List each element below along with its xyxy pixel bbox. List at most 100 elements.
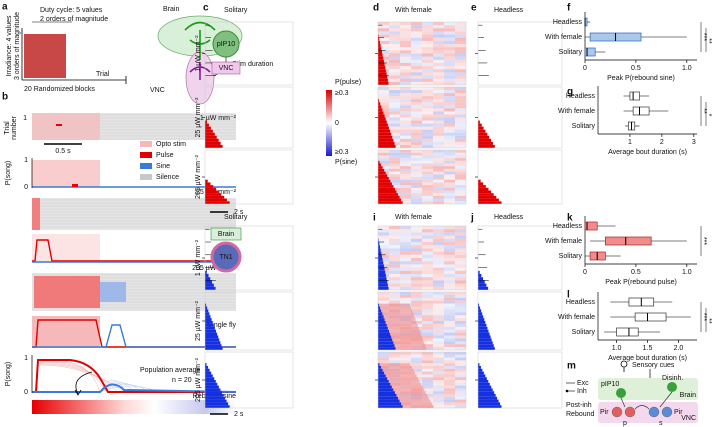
heat-cell — [411, 141, 422, 145]
heat-cell — [422, 229, 433, 233]
heat-cell — [455, 248, 466, 252]
heat-cell — [411, 312, 422, 316]
heat-cell — [400, 354, 411, 358]
heat-cell — [433, 108, 444, 112]
heat-row — [401, 402, 432, 406]
heat-row — [378, 261, 384, 265]
heat-cell — [411, 270, 422, 274]
heat-cell — [400, 261, 411, 265]
heat-cell — [378, 297, 389, 301]
heat-cell — [444, 75, 455, 79]
heat-cell — [433, 292, 444, 295]
heat-cell — [455, 321, 466, 324]
heat-cell — [455, 152, 466, 156]
heat-cell — [444, 190, 455, 194]
heat-row — [378, 374, 386, 378]
heat-cell — [433, 332, 444, 336]
heat-cell — [411, 53, 422, 57]
heat-cell — [411, 44, 422, 48]
heat-cell — [444, 312, 455, 316]
heat-cell — [455, 141, 466, 145]
heat-cell — [400, 126, 411, 130]
heat-cell — [444, 303, 455, 307]
heat-cell — [411, 22, 422, 26]
heat-cell — [411, 267, 422, 271]
heat-row — [380, 306, 411, 310]
heat-cell — [433, 72, 444, 76]
heat-cell — [389, 352, 400, 355]
heat-cell — [433, 99, 444, 103]
heat-row — [478, 323, 487, 327]
heat-cell — [422, 96, 433, 100]
significance: *** — [700, 33, 707, 41]
heat-row — [478, 396, 498, 400]
heat-cell — [389, 235, 400, 239]
heat-cell — [444, 321, 455, 324]
heat-cell — [433, 229, 444, 233]
heat-cell — [444, 363, 455, 366]
heat-cell — [411, 254, 422, 258]
heat-cell — [400, 44, 411, 48]
panel-letter: c — [203, 3, 209, 14]
heat-cell — [411, 111, 422, 115]
category-label: Headless — [553, 223, 583, 230]
heat-cell — [444, 28, 455, 32]
heat-cell — [422, 193, 433, 196]
label: Inh — [577, 388, 587, 395]
heat-cell — [444, 251, 455, 255]
heat-cell — [444, 198, 455, 202]
heat-cell — [422, 34, 433, 38]
heat-cell — [411, 193, 422, 196]
heat-row — [205, 344, 222, 348]
heat-cell — [455, 53, 466, 57]
heat-cell — [422, 81, 433, 85]
heat-cell — [444, 56, 455, 60]
heat-cell — [389, 129, 400, 133]
heat-cell — [455, 66, 466, 70]
heat-cell — [433, 22, 444, 26]
heat-row — [478, 399, 499, 403]
heat-cell — [389, 185, 400, 188]
heat-cell — [411, 78, 422, 82]
heat-cell — [444, 338, 455, 342]
heat-cell — [378, 105, 389, 109]
heat-cell — [411, 238, 422, 242]
heat-cell — [389, 238, 400, 242]
heat-cell — [433, 123, 444, 127]
heat-cell — [433, 90, 444, 94]
heat-cell — [444, 187, 455, 191]
heat-cell — [455, 190, 466, 194]
heat-cell — [444, 391, 455, 394]
box — [632, 106, 650, 116]
pip10-neuron — [184, 21, 216, 60]
heat-cell — [444, 388, 455, 392]
heat-cell — [378, 251, 389, 255]
heat-cell — [422, 286, 433, 290]
heat-row — [382, 312, 414, 316]
heat-cell — [455, 50, 466, 54]
heat-cell — [433, 177, 444, 180]
heat-cell — [455, 129, 466, 133]
heat-cell — [389, 267, 400, 271]
heat-row — [378, 141, 395, 145]
heat-row — [378, 144, 396, 148]
heat-cell — [433, 303, 444, 307]
heat-cell — [444, 25, 455, 29]
heat-cell — [400, 99, 411, 103]
heat-cell — [422, 22, 433, 26]
heat-cell — [389, 300, 400, 304]
heat-row — [391, 385, 423, 389]
heat-cell — [389, 37, 400, 41]
heat-cell — [444, 242, 455, 246]
heat-cell — [389, 168, 400, 172]
heat-cell — [433, 47, 444, 51]
heat-row — [205, 179, 208, 183]
label: 1 µW mm⁻² — [200, 115, 237, 122]
heat-row — [402, 405, 434, 408]
vnc-node — [661, 406, 673, 418]
heat-cell — [455, 111, 466, 115]
heat-cell — [389, 93, 400, 97]
heat-cell — [455, 120, 466, 124]
heat-cell — [433, 354, 444, 358]
heat-cell — [422, 283, 433, 287]
